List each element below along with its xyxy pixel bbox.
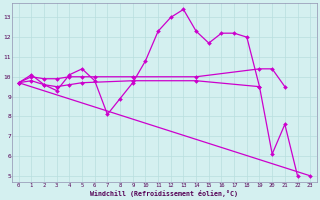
X-axis label: Windchill (Refroidissement éolien,°C): Windchill (Refroidissement éolien,°C) [91,190,238,197]
